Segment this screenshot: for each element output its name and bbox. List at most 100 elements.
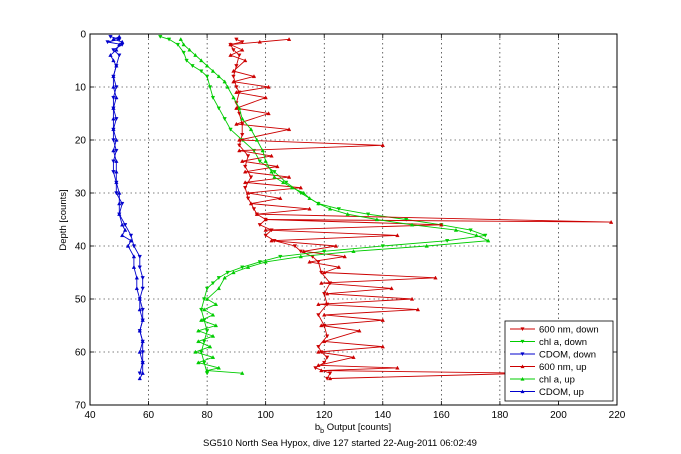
data-point xyxy=(254,211,260,216)
data-point xyxy=(111,74,116,79)
legend-label: CDOM, up xyxy=(539,387,584,398)
data-point xyxy=(122,227,128,232)
data-point xyxy=(609,219,614,224)
data-point xyxy=(213,302,219,306)
data-point xyxy=(298,254,303,259)
data-point xyxy=(345,211,350,216)
data-point xyxy=(316,201,321,206)
data-point xyxy=(365,212,371,217)
data-point xyxy=(389,286,394,291)
data-point xyxy=(327,376,333,381)
data-point xyxy=(380,143,385,147)
data-point xyxy=(307,196,312,200)
data-point xyxy=(325,376,330,381)
data-point xyxy=(140,360,145,365)
y-tick-label: 70 xyxy=(75,401,87,412)
data-point xyxy=(237,105,242,110)
data-point xyxy=(196,360,201,365)
data-point xyxy=(111,127,116,132)
data-point xyxy=(202,297,207,302)
data-point xyxy=(322,312,327,317)
data-point xyxy=(319,280,324,285)
data-point xyxy=(131,254,137,259)
data-point xyxy=(231,74,236,79)
data-point xyxy=(453,227,459,232)
data-point xyxy=(251,207,257,212)
data-point xyxy=(111,170,116,175)
legend-label: chl a, up xyxy=(539,375,575,386)
legend-marker xyxy=(520,377,525,381)
data-point xyxy=(254,137,260,142)
x-axis-label-rest: Output [counts] xyxy=(324,422,391,433)
data-point xyxy=(137,254,142,259)
data-point xyxy=(248,201,254,206)
data-point xyxy=(327,206,333,211)
data-point xyxy=(140,276,145,281)
data-point xyxy=(187,47,192,52)
x-tick-label: 220 xyxy=(609,410,626,421)
data-point xyxy=(234,121,239,126)
data-point xyxy=(322,249,327,254)
y-tick-label: 60 xyxy=(75,348,87,359)
data-point xyxy=(263,158,268,163)
data-point xyxy=(158,35,163,39)
data-point xyxy=(105,40,110,45)
data-point xyxy=(202,307,207,312)
data-point xyxy=(114,191,119,196)
data-point xyxy=(240,116,245,121)
data-point xyxy=(248,127,254,132)
data-point xyxy=(301,190,306,195)
data-point xyxy=(137,376,142,381)
data-point xyxy=(257,223,262,228)
data-point xyxy=(114,148,119,153)
data-point xyxy=(289,185,295,190)
data-point xyxy=(266,84,271,89)
data-point xyxy=(316,313,321,318)
y-tick-label: 30 xyxy=(75,189,87,200)
data-point xyxy=(111,148,116,153)
data-point xyxy=(120,201,125,206)
data-point xyxy=(263,217,268,222)
data-point xyxy=(263,233,268,238)
data-point xyxy=(140,339,145,344)
x-tick-label: 160 xyxy=(433,410,450,421)
series-cdom-up xyxy=(108,34,145,381)
y-tick-label: 50 xyxy=(75,295,87,306)
data-point xyxy=(409,296,415,301)
data-point xyxy=(278,254,283,259)
data-point xyxy=(316,363,321,367)
data-point xyxy=(322,339,327,344)
data-point xyxy=(257,260,262,265)
data-point xyxy=(111,37,116,41)
data-point xyxy=(237,148,242,153)
x-tick-label: 180 xyxy=(492,410,509,421)
data-point xyxy=(234,105,239,110)
data-point xyxy=(134,275,139,280)
data-point xyxy=(108,52,113,57)
data-point xyxy=(286,174,292,179)
data-point xyxy=(137,265,142,270)
data-point xyxy=(424,243,429,248)
data-point xyxy=(228,52,233,57)
data-point xyxy=(380,344,385,349)
data-point xyxy=(117,201,122,206)
data-point xyxy=(336,207,342,212)
data-point xyxy=(445,239,450,243)
data-point xyxy=(263,227,268,232)
data-point xyxy=(284,180,289,185)
data-point xyxy=(199,58,204,63)
data-point xyxy=(225,84,230,89)
data-point xyxy=(117,190,122,195)
data-point xyxy=(140,286,145,291)
data-point xyxy=(433,275,438,280)
data-point xyxy=(111,95,116,100)
data-point xyxy=(114,95,119,100)
data-point xyxy=(111,84,116,89)
data-point xyxy=(114,63,119,68)
data-point xyxy=(114,137,119,142)
data-point xyxy=(316,349,321,354)
data-point xyxy=(111,58,116,63)
series-chl-a-up xyxy=(178,37,491,375)
data-point xyxy=(196,339,201,344)
